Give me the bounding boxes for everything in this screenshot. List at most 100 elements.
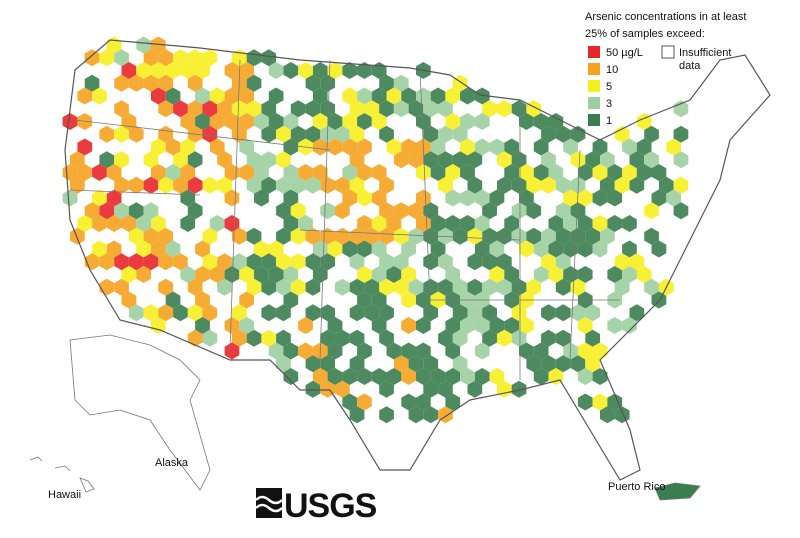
hex-cell [276, 329, 291, 347]
hex-cell [577, 215, 593, 232]
hex-cell [312, 266, 328, 283]
hex-cell [254, 240, 269, 258]
hex-cell [261, 151, 277, 169]
hex-cell [541, 329, 556, 347]
hex-cell [452, 227, 468, 245]
legend-label: 3 [606, 98, 612, 110]
hex-cell [283, 164, 299, 181]
hex-cell [460, 87, 475, 105]
hex-cell [555, 125, 571, 143]
hex-cell [629, 176, 645, 194]
hex-cell [99, 49, 115, 67]
hex-cell [165, 240, 181, 258]
hex-cell [305, 176, 321, 194]
hex-cell [114, 151, 129, 169]
hex-cell [158, 49, 174, 67]
hex-cell [158, 278, 174, 296]
hex-cell [622, 138, 637, 156]
hex-cell [555, 227, 571, 245]
hex-cell [644, 125, 659, 143]
hex-cell [600, 227, 615, 245]
hex-cell [246, 329, 262, 347]
hex-cell [231, 227, 247, 245]
hex-cell [474, 240, 490, 258]
hex-cell [305, 74, 321, 92]
hex-cell [452, 304, 468, 322]
hex-cell [445, 393, 461, 411]
hex-cell [474, 317, 490, 334]
hex-cell [474, 342, 490, 360]
alaska-outline [69, 334, 211, 491]
hex-cell [143, 202, 159, 220]
hex-cell [497, 329, 512, 347]
hex-cell [276, 176, 291, 194]
hex-cell [99, 125, 115, 143]
hex-cell [401, 266, 416, 283]
hex-cell [349, 151, 365, 169]
hex-cell [202, 253, 218, 271]
legend-title: Arsenic concentrations in at least [585, 11, 746, 23]
hex-cell [445, 368, 461, 385]
hex-cell [423, 151, 439, 169]
hex-cell [128, 74, 144, 92]
hex-cell [261, 49, 277, 67]
hex-cell [563, 240, 578, 258]
hex-cell [658, 176, 674, 194]
hex-cell [77, 138, 93, 156]
hex-cell [622, 317, 637, 334]
hex-cell [195, 291, 210, 309]
hex-cell [489, 317, 505, 334]
hex-cell [511, 227, 527, 245]
hex-cell [158, 100, 174, 118]
hex-cell [408, 278, 424, 296]
hex-cell [467, 380, 483, 398]
hex-cell [224, 266, 240, 283]
state-borders [69, 59, 620, 380]
hex-cell [364, 304, 380, 322]
hex-cell [128, 176, 144, 194]
hex-cell [320, 253, 335, 271]
hex-cell [128, 253, 144, 271]
hex-cell [209, 215, 225, 232]
hex-cell [379, 202, 394, 220]
hex-cell [290, 227, 306, 245]
hex-cell [320, 74, 335, 92]
hex-cell [70, 151, 85, 169]
hex-cell [268, 342, 284, 360]
hex-cell [327, 240, 343, 258]
hex-cell [320, 100, 335, 118]
hex-cell [261, 125, 277, 143]
hex-cell [136, 215, 151, 232]
hex-cell [342, 113, 358, 130]
hex-cell [416, 87, 431, 105]
hex-cell [555, 355, 571, 373]
hex-cell [408, 100, 424, 118]
hex-cell [511, 329, 527, 347]
hex-cell [202, 49, 218, 67]
hex-cell [209, 138, 225, 156]
hex-cell [386, 266, 402, 283]
hex-cell [482, 304, 497, 322]
hex-cell [467, 227, 483, 245]
hex-cell [92, 164, 107, 181]
hex-cell [128, 304, 144, 322]
hex-cell [416, 189, 431, 207]
hex-cell [114, 176, 129, 194]
hex-cell [393, 227, 409, 245]
hex-cell [202, 125, 218, 143]
hex-cell [489, 138, 505, 156]
hex-cell [180, 189, 196, 207]
hex-cell [143, 304, 159, 322]
hex-cell [379, 74, 394, 92]
hex-cell [460, 368, 475, 385]
hex-cell [401, 240, 416, 258]
hex-cell [622, 240, 637, 258]
hex-cell [202, 304, 218, 322]
hex-cell [283, 138, 299, 156]
hex-cell [187, 74, 203, 92]
hex-cell [349, 355, 365, 373]
hex-cell [290, 253, 306, 271]
legend-swatch [588, 63, 600, 75]
hex-cell [585, 355, 600, 373]
hex-cell [151, 62, 166, 79]
